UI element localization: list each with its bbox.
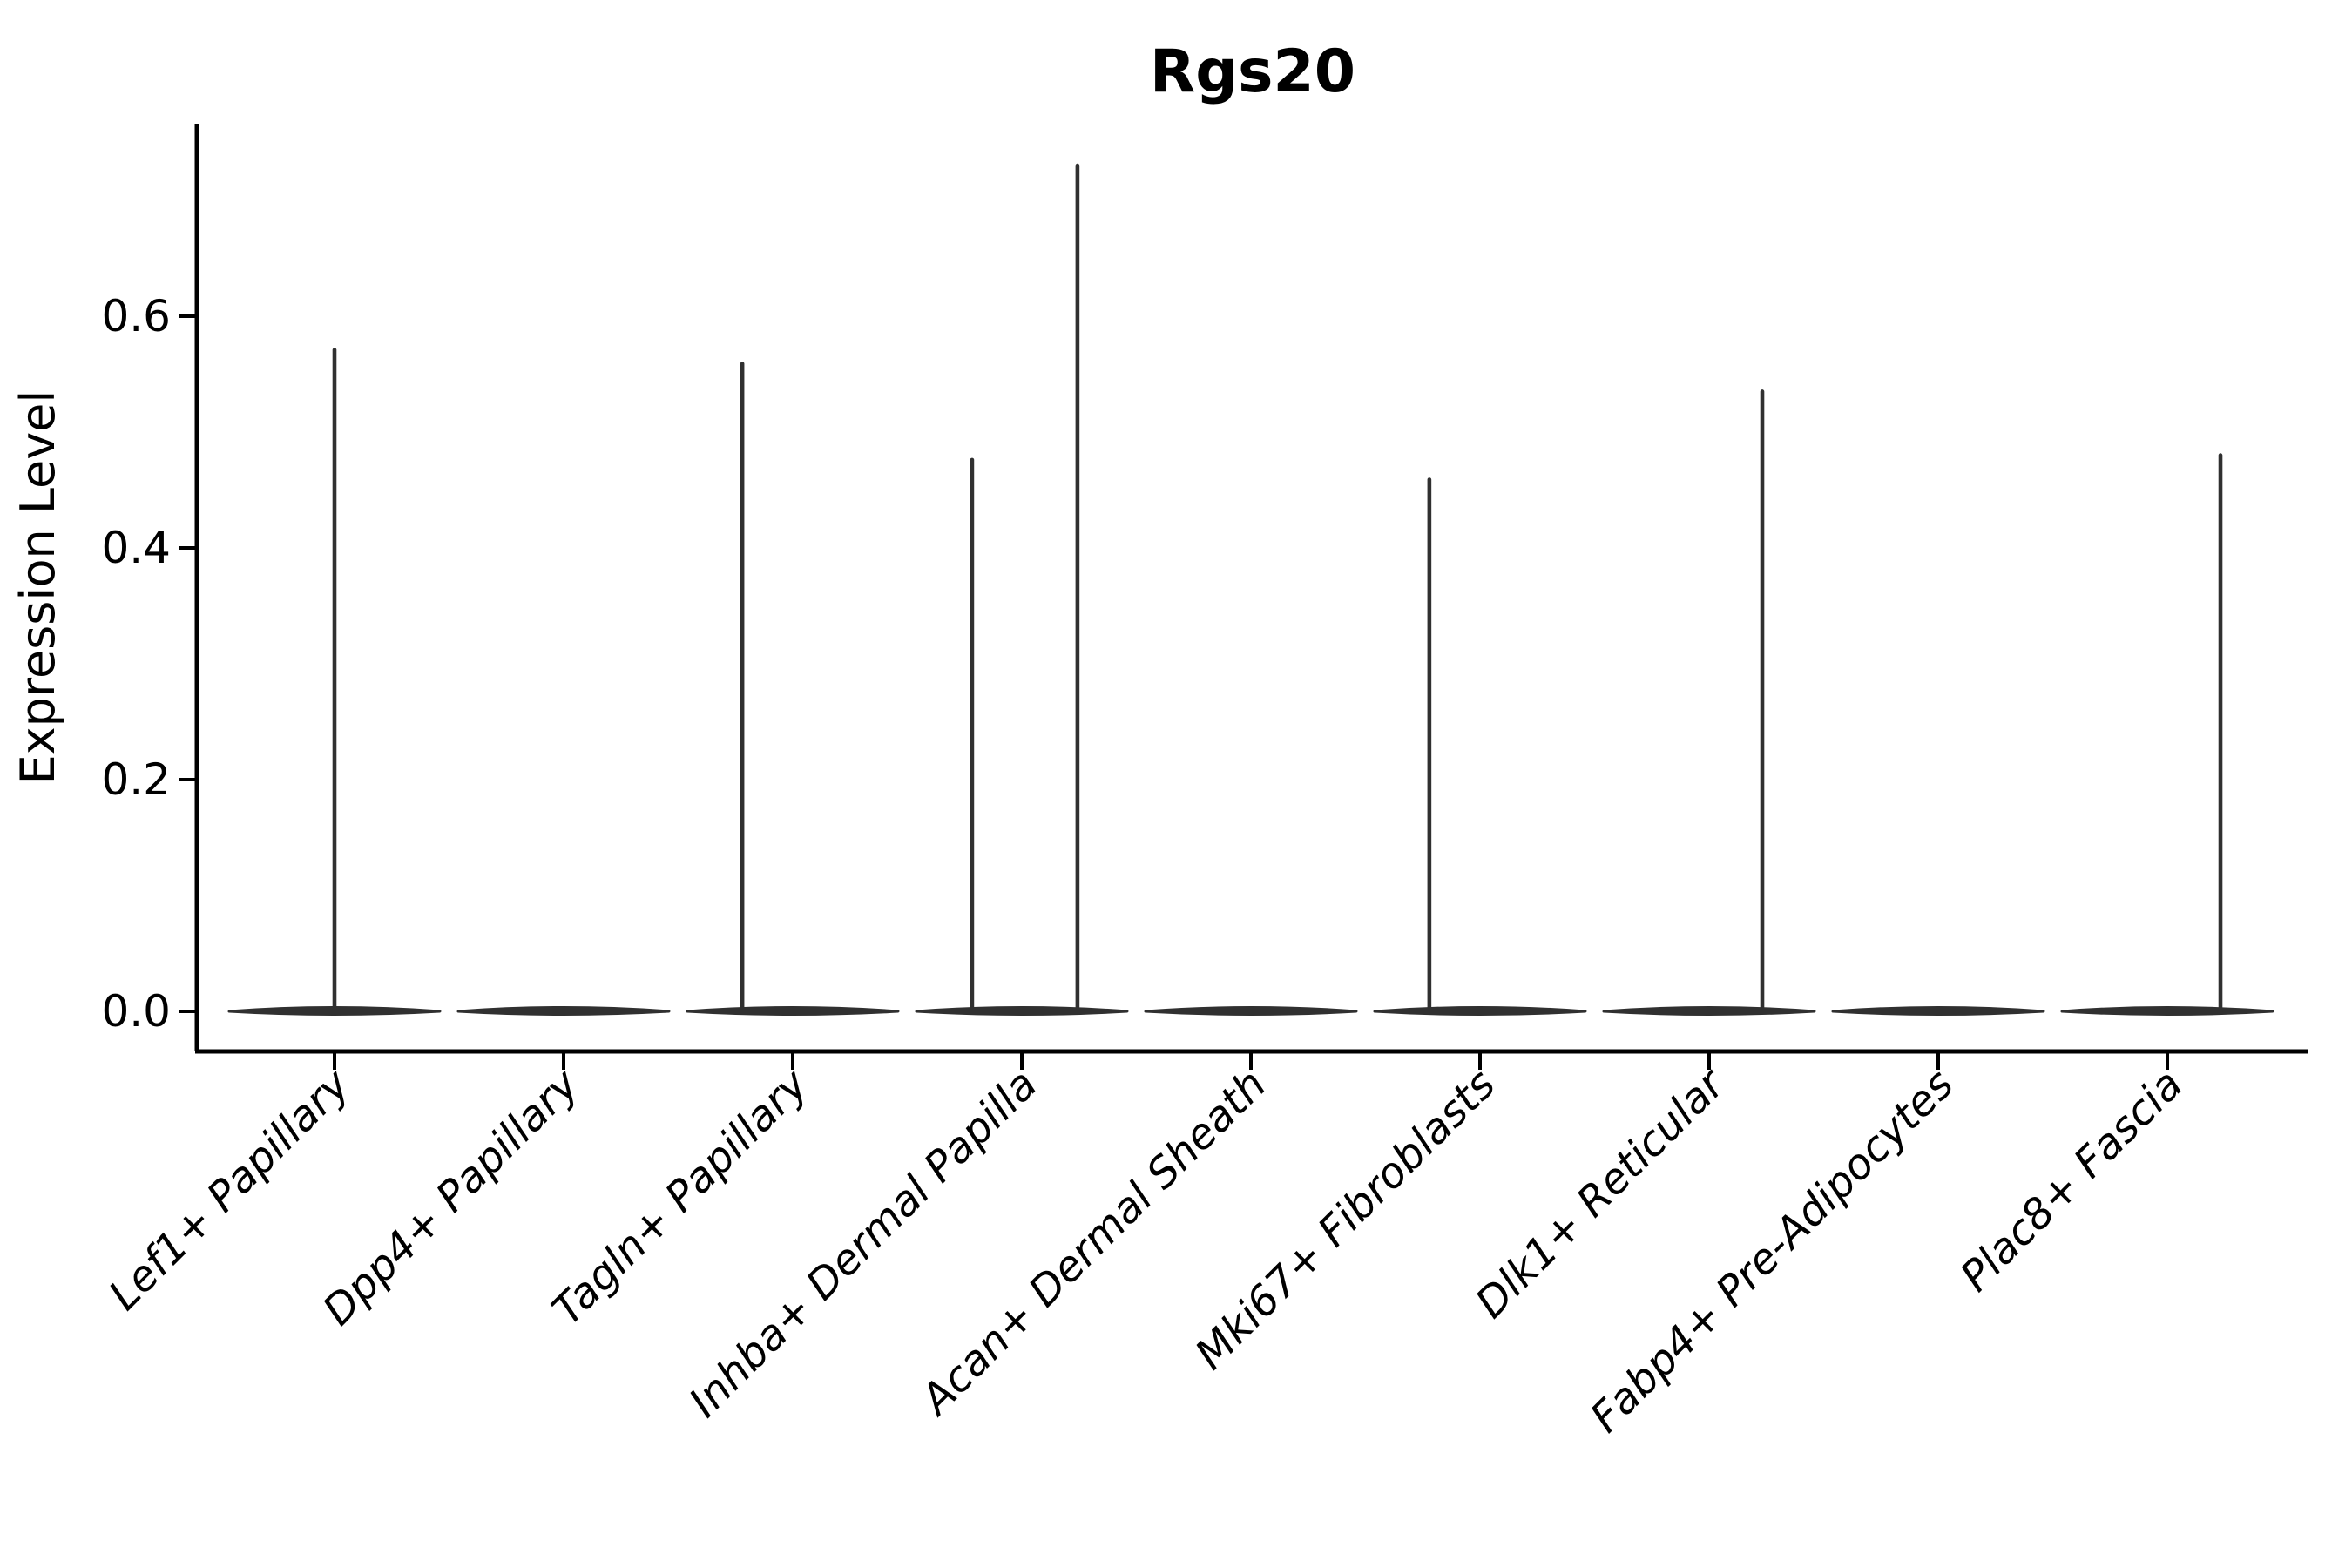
violin [227,348,442,1016]
violin [1144,1006,1358,1016]
y-tick-label: 0.2 [101,754,171,805]
x-tick-label: Plac8+ Fascia [1951,1060,2193,1301]
violin-body [1602,1006,1816,1016]
violin [686,362,900,1016]
violin-body [2060,1006,2274,1016]
violin-body [1373,1006,1587,1016]
x-tick-label: Fabp4+ Pre-Adipocytes [1581,1060,1963,1443]
violin-body [1831,1006,2045,1016]
violin [1602,389,1816,1016]
x-tick-label: Dlk1+ Reticular [1466,1058,1736,1328]
x-tick-label: Tagln+ Papillary [543,1059,818,1335]
violin [456,1006,671,1016]
violin-body [686,1006,900,1016]
violin-body [1144,1006,1358,1016]
y-tick-label: 0.6 [101,291,171,341]
violin [915,163,1129,1016]
y-axis-ticks: 0.0 0.2 0.4 0.6 [101,291,197,1037]
y-axis-label: Expression Level [10,390,65,785]
x-tick-label: Dpp4+ Papillary [314,1059,589,1335]
x-tick-label: Lef1+ Papillary [99,1059,360,1320]
y-tick-label: 0.4 [101,523,171,573]
y-tick-label: 0.0 [101,986,171,1037]
plot-title: Rgs20 [1150,37,1355,106]
violin [1373,477,1587,1016]
violins [227,163,2274,1016]
violin-body [456,1006,671,1016]
violin-body [915,1006,1129,1016]
violin [2060,453,2274,1016]
violin [1831,1006,2045,1016]
